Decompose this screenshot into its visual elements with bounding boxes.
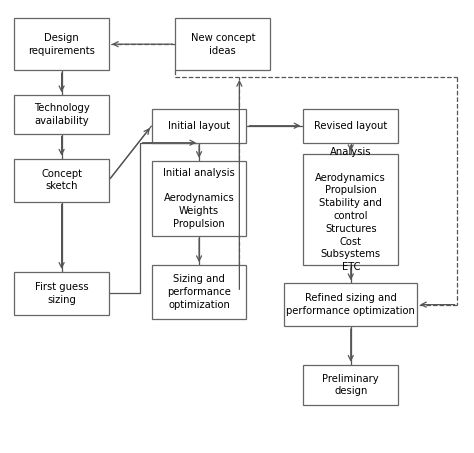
FancyBboxPatch shape bbox=[303, 154, 398, 265]
FancyArrowPatch shape bbox=[59, 204, 64, 268]
FancyArrowPatch shape bbox=[143, 140, 195, 145]
FancyArrowPatch shape bbox=[113, 42, 173, 47]
Text: New concept
ideas: New concept ideas bbox=[191, 33, 255, 56]
FancyBboxPatch shape bbox=[303, 109, 398, 143]
FancyArrowPatch shape bbox=[348, 329, 353, 361]
Text: Analysis

Aerodynamics
Propulsion
Stability and
control
Structures
Cost
Subsyste: Analysis Aerodynamics Propulsion Stabili… bbox=[315, 147, 386, 272]
FancyArrowPatch shape bbox=[59, 73, 64, 91]
FancyArrowPatch shape bbox=[348, 268, 353, 279]
FancyBboxPatch shape bbox=[152, 161, 246, 236]
Text: Concept
sketch: Concept sketch bbox=[41, 169, 82, 192]
Text: Revised layout: Revised layout bbox=[314, 120, 387, 131]
Text: Refined sizing and
performance optimization: Refined sizing and performance optimizat… bbox=[286, 293, 415, 316]
FancyBboxPatch shape bbox=[14, 272, 109, 315]
FancyArrowPatch shape bbox=[197, 145, 201, 157]
Text: Initial analysis

Aerodynamics
Weights
Propulsion: Initial analysis Aerodynamics Weights Pr… bbox=[163, 168, 235, 229]
FancyArrowPatch shape bbox=[59, 136, 64, 154]
Text: Preliminary
design: Preliminary design bbox=[322, 374, 379, 396]
FancyBboxPatch shape bbox=[14, 159, 109, 202]
Text: Design
requirements: Design requirements bbox=[28, 33, 95, 56]
FancyBboxPatch shape bbox=[14, 18, 109, 70]
FancyBboxPatch shape bbox=[175, 18, 270, 70]
FancyArrowPatch shape bbox=[111, 129, 149, 178]
FancyArrowPatch shape bbox=[348, 145, 353, 150]
Text: Sizing and
performance
optimization: Sizing and performance optimization bbox=[167, 275, 231, 310]
FancyBboxPatch shape bbox=[152, 109, 246, 143]
FancyBboxPatch shape bbox=[14, 95, 109, 134]
Text: Initial layout: Initial layout bbox=[168, 120, 230, 131]
FancyArrowPatch shape bbox=[197, 238, 201, 261]
FancyBboxPatch shape bbox=[152, 265, 246, 319]
FancyBboxPatch shape bbox=[303, 365, 398, 405]
Text: Technology
availability: Technology availability bbox=[34, 103, 90, 126]
FancyArrowPatch shape bbox=[249, 123, 299, 128]
FancyArrowPatch shape bbox=[421, 302, 455, 307]
Text: First guess
sizing: First guess sizing bbox=[35, 282, 89, 305]
FancyBboxPatch shape bbox=[284, 283, 417, 326]
FancyArrowPatch shape bbox=[237, 81, 242, 289]
